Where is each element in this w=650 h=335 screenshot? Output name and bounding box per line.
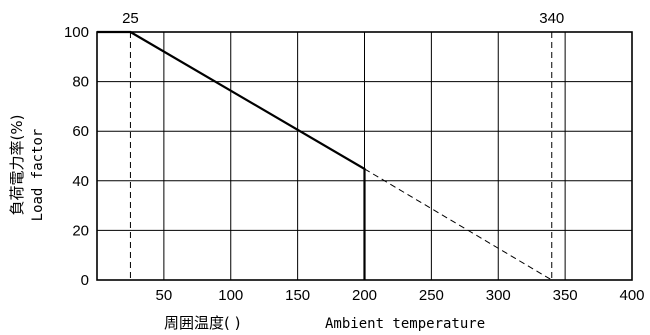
y-tick-label: 80 [72,74,89,91]
x-axis-title: 周囲温度( ) [164,314,240,332]
x-axis-title-en: Ambient temperature [325,316,485,332]
x-tick-label: 150 [285,287,310,304]
y-axis-title: 負荷電力率(%) [8,115,26,216]
reference-labels: 25 340 [122,10,564,27]
x-tick-label: 250 [419,287,444,304]
x-tick-label: 50 [156,287,173,304]
y-tick-label: 60 [72,123,89,140]
y-tick-label: 40 [72,173,89,190]
y-tick-label: 100 [64,24,89,41]
tick-labels: 50 100 150 200 250 300 350 400 0 20 40 60 80 100 [64,24,645,304]
x-tick-label: 300 [486,287,511,304]
y-tick-label: 0 [81,272,89,289]
series-layer [97,30,553,281]
series-line-dashed [364,168,553,281]
x-tick-label: 350 [553,287,578,304]
x-tick-label: 100 [218,287,243,304]
y-axis-title-en: Load factor [30,129,46,222]
x-tick-label: 400 [619,287,644,304]
reference-label: 25 [122,10,139,27]
y-tick-label: 20 [72,222,89,239]
reference-label: 340 [539,10,564,27]
x-tick-label: 200 [352,287,377,304]
plot-frame [96,31,633,281]
